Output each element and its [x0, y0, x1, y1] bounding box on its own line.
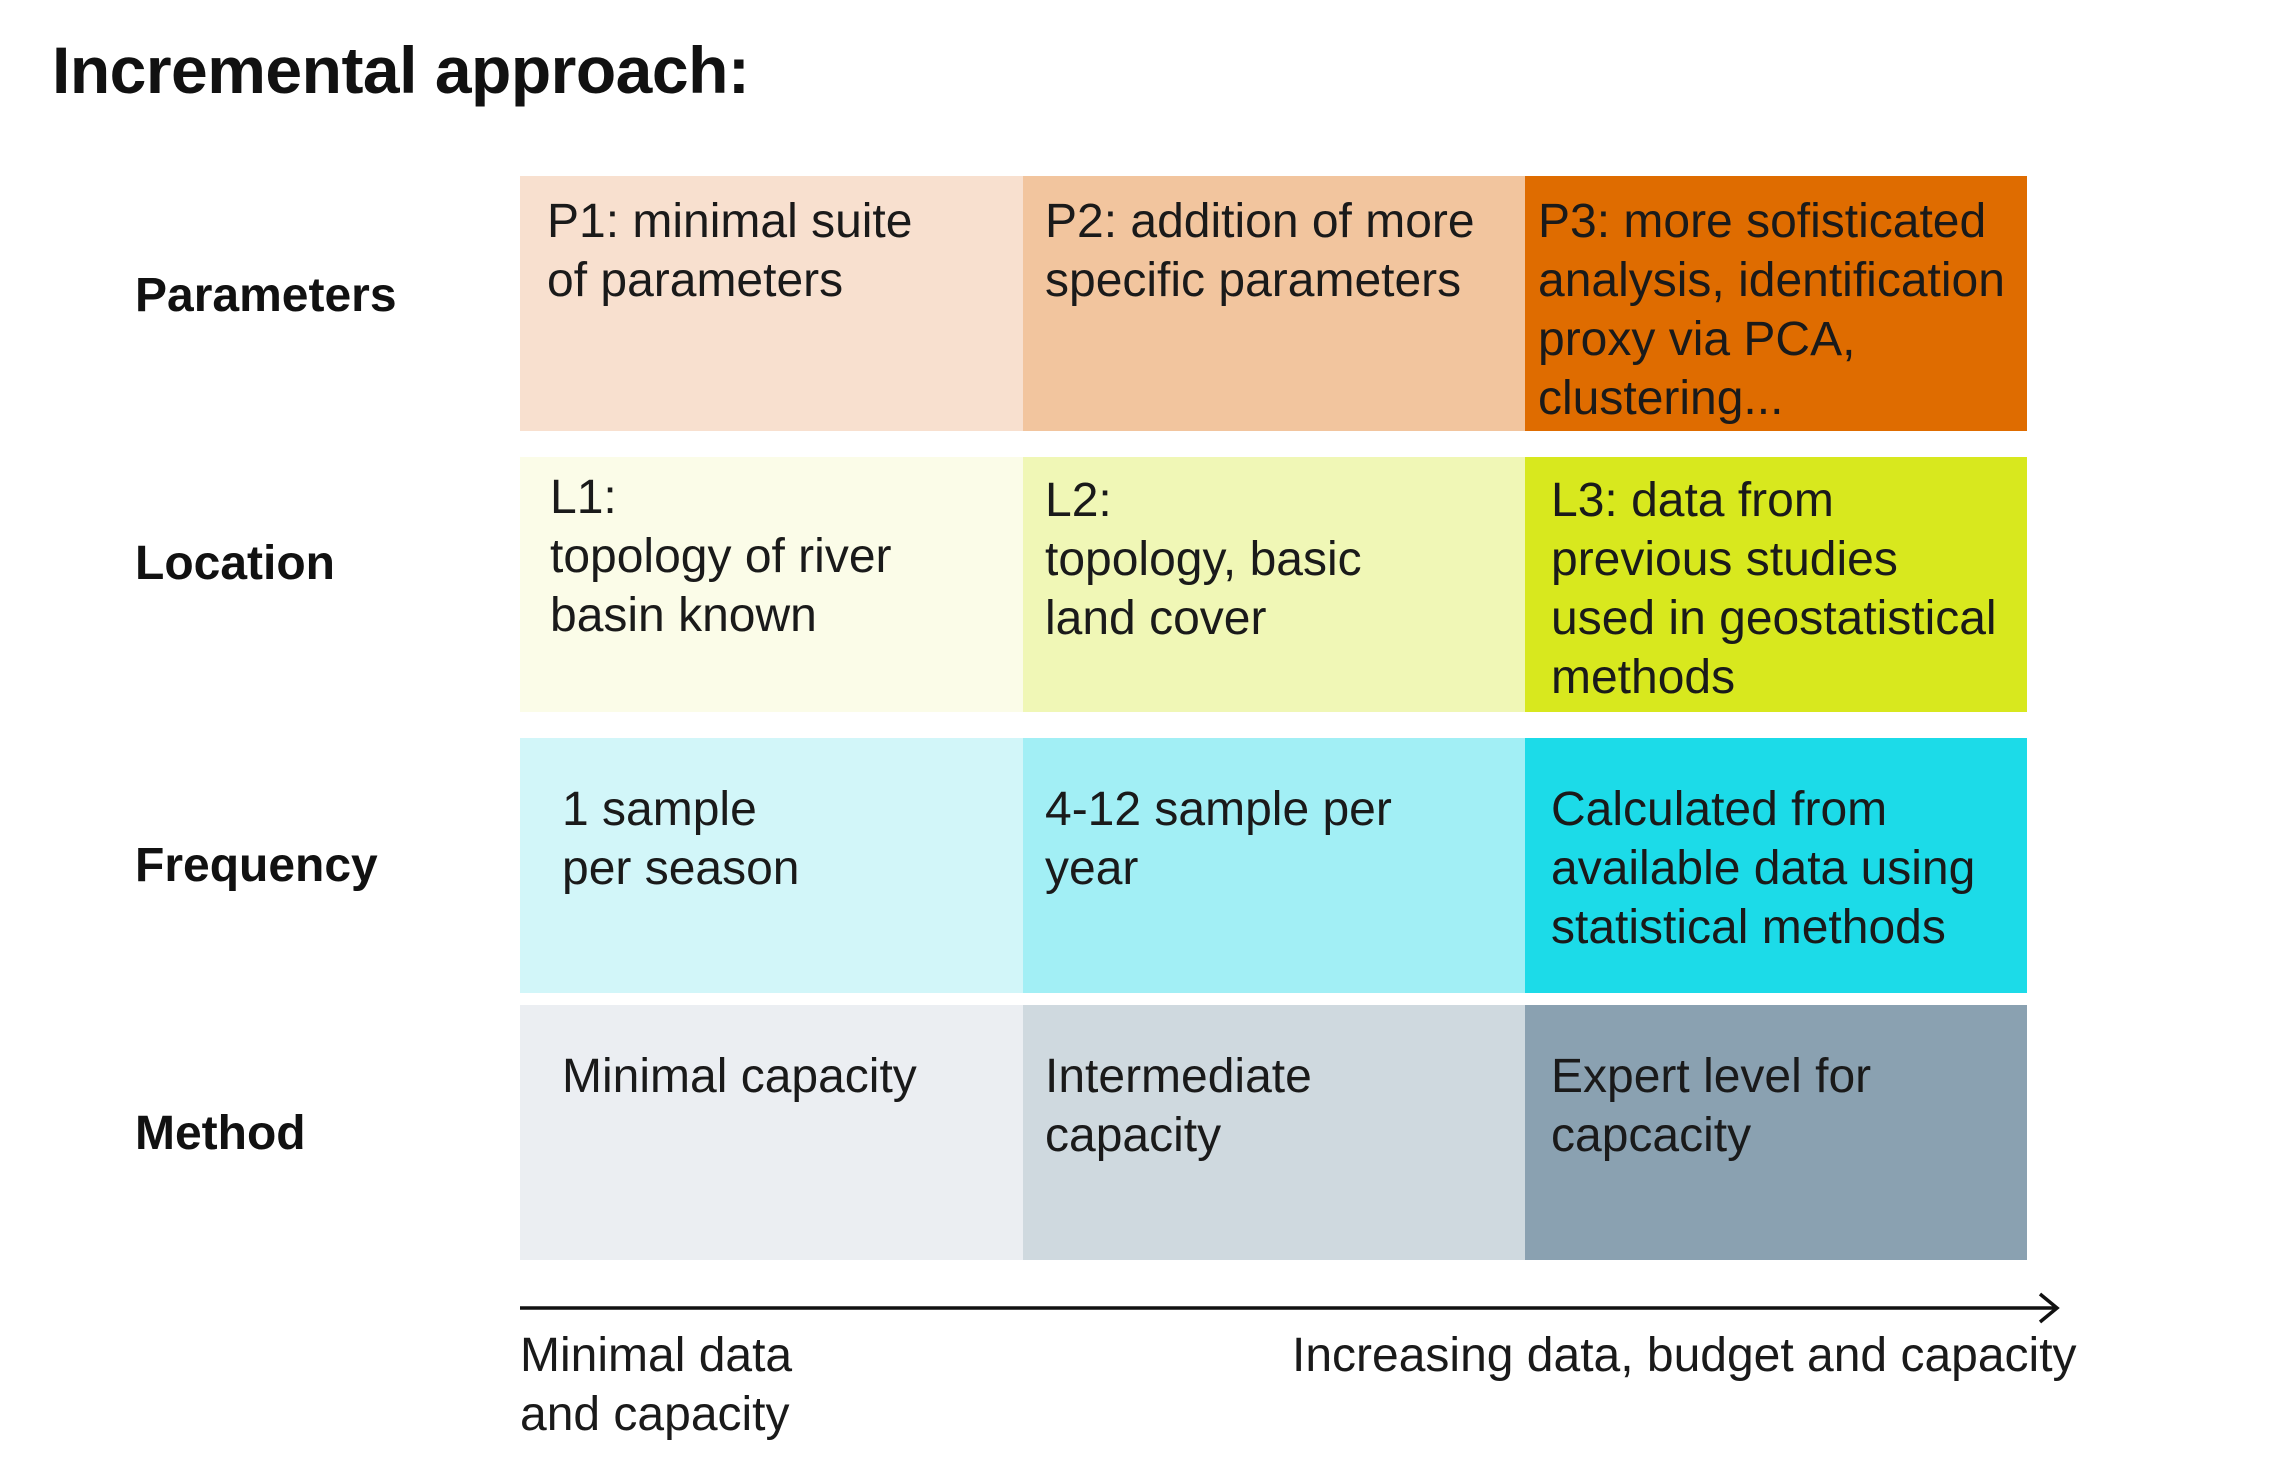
- axis-end-label: Increasing data, budget and capacity: [1292, 1329, 2077, 1382]
- axis-start-label: Minimal data and capacity: [520, 1329, 793, 1441]
- cell-m2: Intermediate capacity: [1023, 1005, 1525, 1260]
- cell-p2: P2: addition of more specific parameters: [1023, 176, 1525, 431]
- page-title: Incremental approach:: [52, 33, 750, 107]
- cell-f2: 4-12 sample per year: [1023, 738, 1525, 993]
- cell-f1: 1 sample per season: [520, 738, 1023, 993]
- cell-m1: Minimal capacity: [520, 1005, 1023, 1260]
- row-label-parameters: Parameters: [135, 269, 397, 322]
- cell-l2: L2: topology, basic land cover: [1023, 457, 1525, 712]
- cell-p3: P3: more sofisticated analysis, identifi…: [1525, 176, 2027, 431]
- cell-p1: P1: minimal suite of parameters: [520, 176, 1023, 431]
- cell-f3: Calculated from available data using sta…: [1525, 738, 2027, 993]
- row-label-frequency: Frequency: [135, 839, 378, 892]
- cell-l3: L3: data from previous studies used in g…: [1525, 457, 2027, 712]
- row-label-location: Location: [135, 537, 335, 590]
- progression-arrow: [520, 1292, 2060, 1324]
- row-label-method: Method: [135, 1107, 306, 1160]
- cell-l1: L1: topology of river basin known: [520, 457, 1023, 712]
- cell-m3: Expert level for capcacity: [1525, 1005, 2027, 1260]
